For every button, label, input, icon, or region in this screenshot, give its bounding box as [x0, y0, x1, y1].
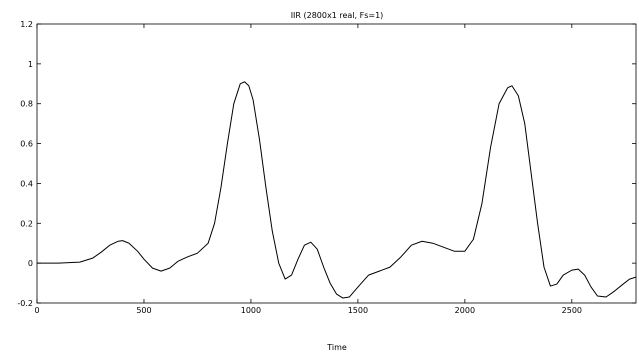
y-tick-label: 1: [28, 60, 33, 69]
y-tick-label: 0.6: [20, 140, 33, 149]
chart-title: IIR (2800x1 real, Fs=1): [291, 11, 384, 20]
plot-area: 0 500 1000 1500 2000 2500-0.200.20.40.60.811.…: [17, 20, 637, 315]
x-axis-label: Time: [326, 343, 347, 352]
x-tick-label: 1500: [348, 306, 368, 315]
y-tick-label: 0.4: [20, 179, 33, 188]
x-tick-label: 2000: [455, 306, 475, 315]
series-line: [37, 81, 637, 299]
y-tick-label: 0: [28, 259, 33, 268]
y-tick-label: -0.2: [17, 299, 33, 308]
x-tick-label: 2500: [562, 306, 582, 315]
x-tick-label: 1000: [241, 306, 261, 315]
y-tick-label: 0.8: [20, 100, 33, 109]
axes-frame: [36, 23, 637, 304]
x-tick-label: 0: [34, 306, 39, 315]
y-tick-label: 0.2: [20, 219, 33, 228]
y-tick-label: 1.2: [20, 20, 33, 29]
x-tick-label: 500: [136, 306, 151, 315]
